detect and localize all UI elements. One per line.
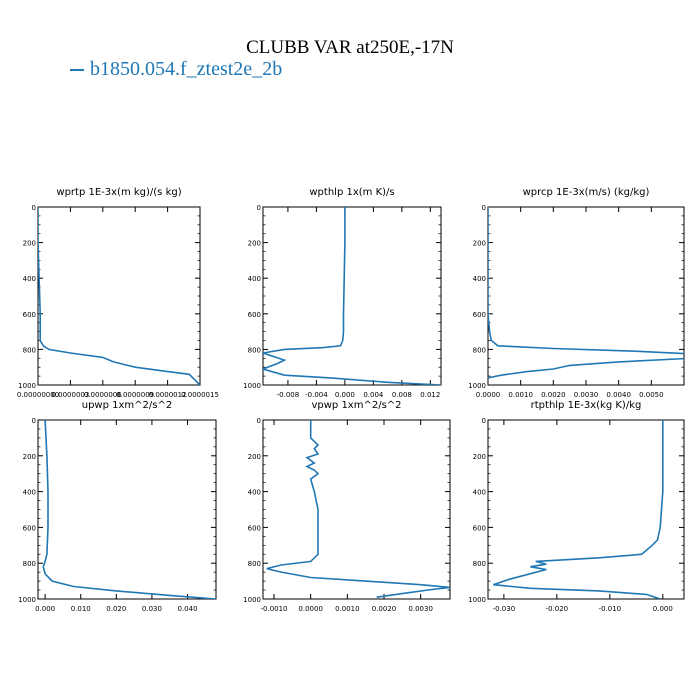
- y-tick-label: 400: [248, 275, 261, 283]
- y-tick-label: 600: [23, 311, 36, 319]
- legend: b1850.054.f_ztest2e_2b: [70, 58, 282, 81]
- y-tick-label: 800: [23, 346, 36, 354]
- x-tick-label: -0.004: [305, 391, 328, 399]
- panel-title: vpwp 1xm^2/s^2: [311, 400, 401, 411]
- x-tick-label: 0.0000009: [116, 391, 154, 399]
- y-tick-label: 0: [482, 204, 486, 212]
- x-tick-label: 0.000: [653, 605, 673, 613]
- x-tick-label: 0.004: [363, 391, 384, 399]
- x-tick-label: -0.030: [493, 605, 516, 613]
- plot-frame: [37, 419, 217, 600]
- panel-title: wpthlp 1x(m K)/s: [309, 187, 394, 198]
- x-tick-label: 0.008: [392, 391, 412, 399]
- y-tick-label: 400: [248, 489, 261, 497]
- panel-1: wprtp 1E-3x(m kg)/(s kg) 0 200 400 600 800 100…: [17, 187, 219, 399]
- x-tick-label: 0.0010: [508, 391, 533, 399]
- x-tick-label: 0.00000000: [17, 391, 59, 399]
- y-tick-label: 600: [248, 524, 261, 532]
- x-tick-label: -0.0010: [260, 605, 287, 613]
- y-tick-label: 1000: [18, 382, 36, 390]
- x-tick-label: 0.030: [142, 605, 162, 613]
- y-tick-label: 0: [482, 417, 486, 425]
- series-line-1: [266, 420, 450, 598]
- y-tick-label: 600: [473, 524, 486, 532]
- series-line-1: [488, 207, 684, 379]
- panel-title: wprcp 1E-3x(m/s) (kg/kg): [523, 187, 650, 198]
- panel-6: rtpthlp 1E-3x(kg K)/kg02004006008001000-…: [468, 400, 685, 613]
- x-tick-label: -0.020: [546, 605, 569, 613]
- panel-title: wprtp 1E-3x(m kg)/(s kg): [56, 187, 181, 198]
- x-tick-label: 0.0000012: [149, 391, 187, 399]
- x-tick-label: 0.0000006: [84, 391, 122, 399]
- plot-frame: [487, 206, 685, 386]
- x-tick-label: 0.020: [106, 605, 126, 613]
- y-tick-label: 200: [473, 240, 486, 248]
- y-tick-label: 1000: [468, 382, 486, 390]
- x-tick-label: 0.0000: [298, 605, 323, 613]
- legend-line-swatch: [70, 69, 84, 72]
- series-line-1: [42, 420, 216, 599]
- series-line-1: [493, 420, 664, 599]
- y-tick-label: 800: [248, 560, 261, 568]
- y-tick-label: 200: [248, 240, 261, 248]
- series-line-1: [38, 207, 200, 385]
- y-tick-label: 200: [473, 453, 486, 461]
- y-tick-label: 600: [23, 524, 36, 532]
- x-tick-label: 0.000: [35, 605, 55, 613]
- y-tick-label: 200: [23, 453, 36, 461]
- x-tick-label: 0.0020: [372, 605, 397, 613]
- y-tick-label: 200: [23, 240, 36, 248]
- x-tick-label: 0.0000015: [181, 391, 219, 399]
- x-tick-label: 0.0040: [606, 391, 631, 399]
- y-tick-label: 0: [257, 417, 261, 425]
- panel-title: rtpthlp 1E-3x(kg K)/kg: [531, 400, 642, 411]
- x-tick-label: 0.0030: [574, 391, 599, 399]
- x-tick-label: 0.0020: [541, 391, 566, 399]
- x-tick-label: -0.010: [599, 605, 622, 613]
- x-tick-label: -0.008: [277, 391, 300, 399]
- y-tick-label: 400: [23, 275, 36, 283]
- plot-frame: [487, 419, 685, 600]
- panel-2: wpthlp 1x(m K)/s 0 200 400 600 800 1000 -0.008-…: [243, 187, 442, 399]
- x-tick-label: 0.012: [420, 391, 440, 399]
- y-tick-label: 0: [32, 417, 36, 425]
- panel-3: wprcp 1E-3x(m/s) (kg/kg) 0 200 400 600 800 100…: [468, 187, 685, 399]
- x-tick-label: 0.0000003: [51, 391, 89, 399]
- y-tick-label: 800: [473, 560, 486, 568]
- y-tick-label: 200: [248, 453, 261, 461]
- y-tick-label: 1000: [243, 596, 261, 604]
- y-tick-label: 400: [473, 275, 486, 283]
- x-tick-label: 0.0030: [408, 605, 433, 613]
- y-tick-label: 800: [23, 560, 36, 568]
- x-tick-label: 0.040: [177, 605, 197, 613]
- legend-label: b1850.054.f_ztest2e_2b: [90, 58, 283, 80]
- y-tick-label: 600: [248, 311, 261, 319]
- y-tick-label: 800: [473, 346, 486, 354]
- y-tick-label: 0: [32, 204, 36, 212]
- x-tick-label: 0.0000: [476, 391, 501, 399]
- panel-title: upwp 1xm^2/s^2: [82, 400, 172, 411]
- x-tick-label: 0.0050: [639, 391, 664, 399]
- x-tick-label: 0.010: [71, 605, 91, 613]
- y-tick-label: 800: [248, 346, 261, 354]
- y-tick-label: 1000: [468, 596, 486, 604]
- plot-frame: [262, 419, 451, 600]
- x-tick-label: 0.000: [335, 391, 355, 399]
- series-line-1: [263, 207, 441, 385]
- panel-5: vpwp 1xm^2/s^2 0 200 400 600 800 1000-0.0010 0.…: [243, 400, 451, 613]
- plot-frame: [37, 206, 201, 386]
- plot-frame: [262, 206, 442, 386]
- y-tick-label: 600: [473, 311, 486, 319]
- y-tick-label: 1000: [18, 596, 36, 604]
- figure-title: CLUBB VAR at250E,-17N: [246, 37, 454, 58]
- y-tick-label: 400: [473, 489, 486, 497]
- y-tick-label: 1000: [243, 382, 261, 390]
- y-tick-label: 0: [257, 204, 261, 212]
- y-tick-label: 400: [23, 489, 36, 497]
- x-tick-label: 0.0010: [335, 605, 360, 613]
